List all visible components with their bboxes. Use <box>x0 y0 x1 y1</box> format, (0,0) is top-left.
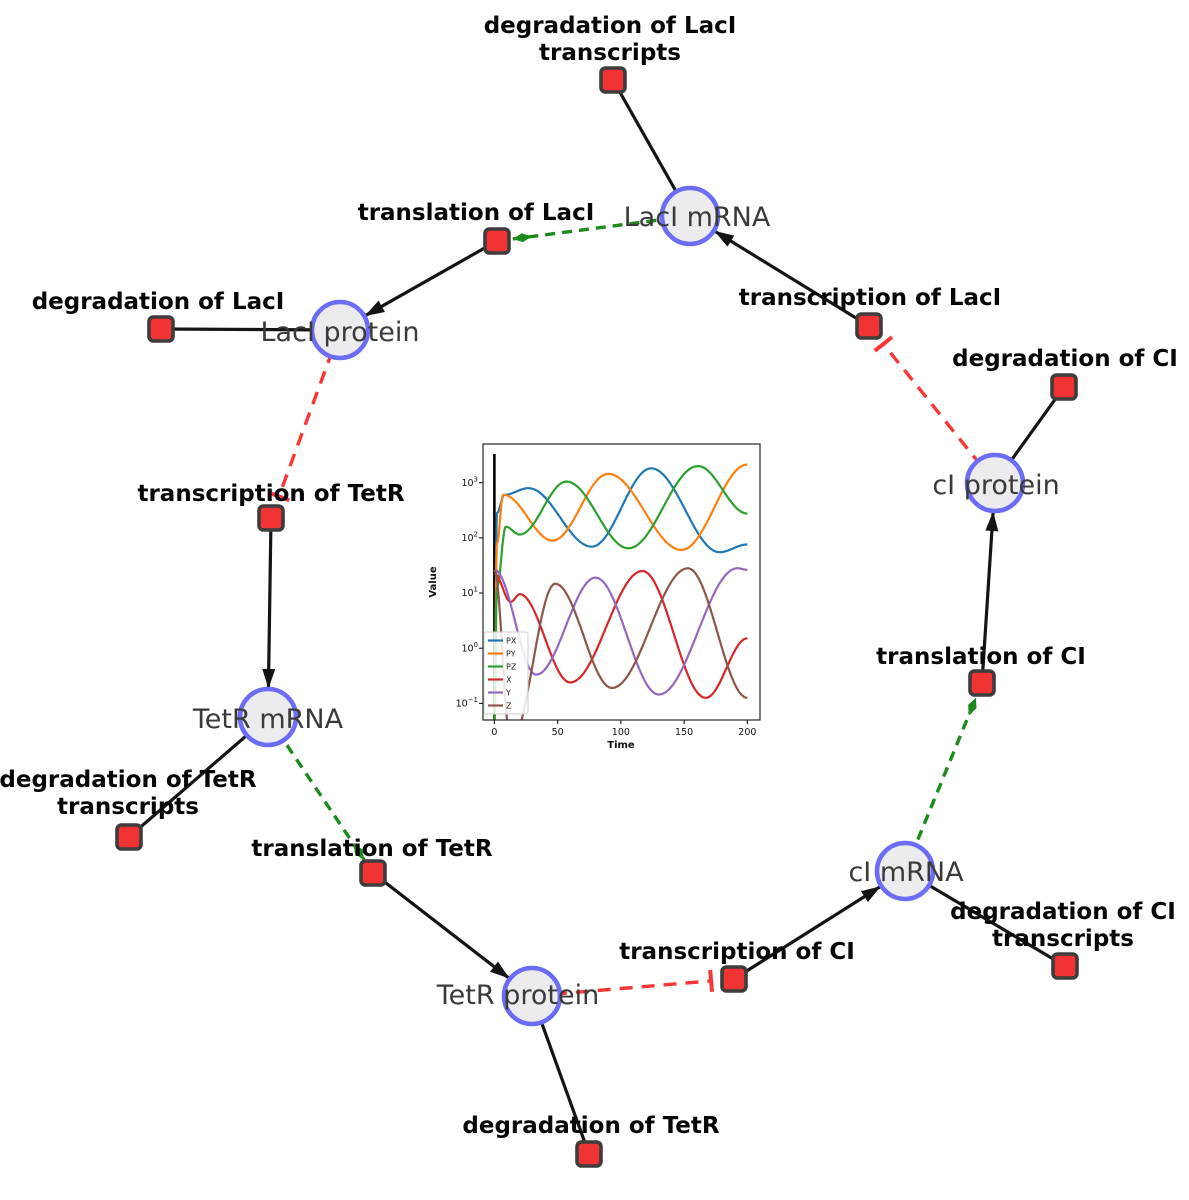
reaction-node-deg_tetr[interactable] <box>575 1140 603 1168</box>
reaction-node-deg_ci_tx[interactable] <box>1051 952 1079 980</box>
legend-entry-PZ: PZ <box>506 662 517 671</box>
edge-ci_mrna-deg_ci_tx <box>904 869 1066 968</box>
svg-text:0: 0 <box>491 727 497 738</box>
edge-transl_laci-laci_protein <box>364 239 498 318</box>
chart-series-layer <box>493 463 748 720</box>
reaction-node-transl_laci[interactable] <box>483 227 511 255</box>
species-label-tetr_protein: TetR protein <box>436 980 599 1011</box>
chart-series-Y <box>494 567 748 696</box>
reaction-node-tx_ci[interactable] <box>720 965 748 993</box>
reaction-node-deg_laci[interactable] <box>147 315 175 343</box>
svg-text:150: 150 <box>675 727 693 738</box>
reaction-node-deg_ci[interactable] <box>1050 373 1078 401</box>
legend-entry-PX: PX <box>506 636 517 645</box>
legend-entry-Z: Z <box>506 701 512 710</box>
species-label-laci_protein: LacI protein <box>261 317 420 348</box>
chart-series-PY <box>493 463 748 720</box>
reaction-label-tx_tetr: transcription of TetR <box>137 481 404 507</box>
species-node-ci_protein[interactable] <box>964 452 1026 514</box>
reaction-label-transl_ci: translation of CI <box>876 644 1086 670</box>
edge-tetr_mrna-deg_tetr_tx <box>127 715 270 839</box>
reaction-label-deg_tetr: degradation of TetR <box>462 1113 719 1139</box>
edge-ci_mrna-transl_ci <box>903 697 978 872</box>
reaction-node-deg_laci_tx[interactable] <box>599 66 627 94</box>
species-label-ci_protein: cI protein <box>932 470 1059 501</box>
simulation-plot-inset: 0 50 100 150 200 10−1 100 101 102 103 PX PY PZ X Y Z Ti… <box>425 438 770 760</box>
legend-entry-PY: PY <box>506 649 516 658</box>
reaction-label-tx_laci: transcription of LacI <box>739 285 1002 311</box>
edge-tx_laci-laci_mrna <box>713 229 870 328</box>
edge-transl_tetr-tetr_protein <box>372 871 511 980</box>
species-node-ci_mrna[interactable] <box>874 840 936 902</box>
chart-legend: PX PY PZ XYZ <box>483 631 529 715</box>
species-nodes-layer <box>237 185 1026 1027</box>
reaction-label-tx_ci: transcription of CI <box>619 939 855 965</box>
reaction-label-deg_tetr_tx: degradation of TetR transcripts <box>0 767 257 820</box>
reaction-node-deg_tetr_tx[interactable] <box>115 823 143 851</box>
svg-text:50: 50 <box>552 727 564 738</box>
reaction-node-tx_tetr[interactable] <box>257 504 285 532</box>
legend-entry-Y: Y <box>505 688 511 697</box>
reaction-label-deg_laci_tx: degradation of LacI transcripts <box>484 13 737 66</box>
edge-transl_ci-ci_protein <box>980 511 999 684</box>
reaction-label-deg_laci: degradation of LacI <box>32 289 285 315</box>
legend-entry-X: X <box>506 675 512 684</box>
labels-layer: degradation of LacI transcripts translatio… <box>0 13 1178 1139</box>
chart-x-ticks: 0 50 100 150 200 <box>491 720 756 738</box>
edges-layer <box>127 79 1066 1155</box>
reaction-node-transl_ci[interactable] <box>968 669 996 697</box>
species-label-laci_mrna: LacI mRNA <box>624 202 771 233</box>
chart-x-axis-label: Time <box>607 740 635 751</box>
edge-tx_ci-ci_mrna <box>733 885 882 981</box>
reaction-node-transl_tetr[interactable] <box>359 859 387 887</box>
reaction-node-tx_laci[interactable] <box>855 312 883 340</box>
species-node-laci_mrna[interactable] <box>659 185 721 247</box>
species-node-laci_protein[interactable] <box>309 299 371 361</box>
chart-series-PX <box>493 467 748 720</box>
reaction-label-deg_ci: degradation of CI <box>952 346 1178 372</box>
species-label-ci_mrna: cI mRNA <box>848 857 964 888</box>
svg-text:200: 200 <box>738 727 756 738</box>
chart-series-Z <box>493 567 748 720</box>
species-node-tetr_protein[interactable] <box>501 965 563 1027</box>
reaction-label-transl_laci: translation of LacI <box>358 200 595 226</box>
species-label-tetr_mrna: TetR mRNA <box>192 704 344 735</box>
edge-tx_tetr-tetr_mrna <box>262 517 276 689</box>
species-node-tetr_mrna[interactable] <box>237 686 299 748</box>
reaction-label-transl_tetr: translation of TetR <box>251 836 492 862</box>
edge-tetr_mrna-transl_tetr <box>266 716 366 861</box>
chart-y-axis-label: Value <box>428 566 439 597</box>
reaction-label-deg_ci_tx: degradation of CI transcripts <box>950 899 1176 952</box>
svg-text:100: 100 <box>612 727 630 738</box>
edge-laci_mrna-transl_laci <box>512 214 691 243</box>
reaction-nodes-layer <box>115 66 1079 1168</box>
chart-frame <box>482 443 761 721</box>
